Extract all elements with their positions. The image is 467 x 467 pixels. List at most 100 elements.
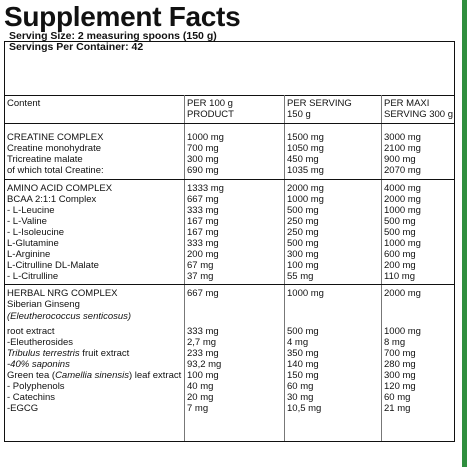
row-maxi: 1000 mg: [384, 205, 421, 216]
row-name: Green tea (Camellia sinensis) leaf extra…: [7, 370, 182, 381]
row-name: L-Citrulline DL-Malate: [7, 260, 99, 271]
row-serving: 350 mg: [287, 348, 319, 359]
row-name: L-Glutamine: [7, 238, 59, 249]
row-maxi: 60 mg: [384, 392, 411, 403]
section-rule: [4, 284, 455, 285]
row-per100: 690 mg: [187, 165, 219, 176]
servings-per-container: Servings Per Container: 42: [9, 41, 144, 53]
row-name: L-Arginine: [7, 249, 51, 260]
row-serving: 500 mg: [287, 205, 319, 216]
table-row: (Eleutherococcus senticosus): [4, 311, 455, 322]
table-row: - L-Isoleucine 167 mg 250 mg 500 mg: [4, 227, 455, 238]
table-row: Green tea (Camellia sinensis) leaf extra…: [4, 370, 455, 381]
table-row: - L-Valine 167 mg 250 mg 500 mg: [4, 216, 455, 227]
row-per100: 233 mg: [187, 348, 219, 359]
table-row: Siberian Ginseng: [4, 299, 455, 310]
table-row: BCAA 2:1:1 Complex 667 mg 1000 mg 2000 m…: [4, 194, 455, 205]
row-serving: 2000 mg: [287, 183, 324, 194]
row-name: - L-Leucine: [7, 205, 55, 216]
row-per100: 7 mg: [187, 403, 209, 414]
row-serving: 60 mg: [287, 381, 314, 392]
green-border-accent: [462, 0, 467, 467]
row-serving: 4 mg: [287, 337, 309, 348]
row-name: - L-Isoleucine: [7, 227, 65, 238]
page-title: Supplement Facts: [4, 1, 241, 32]
row-serving: 55 mg: [287, 271, 314, 282]
row-maxi: 500 mg: [384, 227, 416, 238]
row-serving: 250 mg: [287, 227, 319, 238]
table-row: - L-Leucine 333 mg 500 mg 1000 mg: [4, 205, 455, 216]
section-rule: [4, 179, 455, 180]
serving-size: Serving Size: 2 measuring spoons (150 g): [9, 30, 217, 42]
table-row: - Catechins 20 mg 30 mg 60 mg: [4, 392, 455, 403]
row-name: root extract: [7, 326, 55, 337]
header-perserving-line1: PER SERVING: [287, 98, 352, 109]
row-maxi: 900 mg: [384, 154, 416, 165]
row-serving: 1050 mg: [287, 143, 324, 154]
row-name: Creatine monohydrate: [7, 143, 101, 154]
row-maxi: 120 mg: [384, 381, 416, 392]
row-per100: 1000 mg: [187, 132, 224, 143]
row-per100: 200 mg: [187, 249, 219, 260]
row-name: BCAA 2:1:1 Complex: [7, 194, 97, 205]
row-serving: 500 mg: [287, 326, 319, 337]
row-maxi: 2000 mg: [384, 288, 421, 299]
column-divider-3: [381, 95, 382, 441]
row-name: HERBAL NRG COMPLEX: [7, 288, 118, 299]
row-serving: 450 mg: [287, 154, 319, 165]
row-per100: 667 mg: [187, 288, 219, 299]
row-per100: 167 mg: [187, 227, 219, 238]
row-name: -EGCG: [7, 403, 39, 414]
row-per100: 1333 mg: [187, 183, 224, 194]
table-row: Tribulus terrestris fruit extract 233 mg…: [4, 348, 455, 359]
row-maxi: 8 mg: [384, 337, 406, 348]
table-row: -Eleutherosides 2,7 mg 4 mg 8 mg: [4, 337, 455, 348]
header-per100-line2: PRODUCT: [187, 109, 234, 120]
row-name: - L-Valine: [7, 216, 47, 227]
table-row: -EGCG 7 mg 10,5 mg 21 mg: [4, 403, 455, 414]
row-serving: 500 mg: [287, 238, 319, 249]
row-maxi: 300 mg: [384, 370, 416, 381]
row-maxi: 1000 mg: [384, 326, 421, 337]
facts-table: Content PER 100 g PRODUCT PER SERVING 15…: [4, 95, 455, 442]
header-permaxi-line2: SERVING 300 g: [384, 109, 454, 120]
row-serving: 300 mg: [287, 249, 319, 260]
row-maxi: 200 mg: [384, 260, 416, 271]
table-row: AMINO ACID COMPLEX 1333 mg 2000 mg 4000 …: [4, 183, 455, 194]
row-name: -Eleutherosides: [7, 337, 74, 348]
row-maxi: 600 mg: [384, 249, 416, 260]
table-row: L-Arginine 200 mg 300 mg 600 mg: [4, 249, 455, 260]
row-maxi: 1000 mg: [384, 238, 421, 249]
row-maxi: 500 mg: [384, 216, 416, 227]
row-serving: 1500 mg: [287, 132, 324, 143]
row-per100: 100 mg: [187, 370, 219, 381]
header-content: Content: [7, 98, 41, 109]
table-row: - L-Citrulline 37 mg 55 mg 110 mg: [4, 271, 455, 282]
header-rule: [4, 123, 455, 124]
row-serving: 10,5 mg: [287, 403, 322, 414]
row-per100: 20 mg: [187, 392, 214, 403]
row-name: (Eleutherococcus senticosus): [7, 311, 132, 322]
table-row: - Polyphenols 40 mg 60 mg 120 mg: [4, 381, 455, 392]
row-name: - Catechins: [7, 392, 56, 403]
row-serving: 30 mg: [287, 392, 314, 403]
row-serving: 150 mg: [287, 370, 319, 381]
row-per100: 667 mg: [187, 194, 219, 205]
table-row: L-Glutamine 333 mg 500 mg 1000 mg: [4, 238, 455, 249]
row-maxi: 2070 mg: [384, 165, 421, 176]
table-row: Creatine monohydrate 700 mg 1050 mg 2100…: [4, 143, 455, 154]
row-maxi: 700 mg: [384, 348, 416, 359]
row-maxi: 2000 mg: [384, 194, 421, 205]
table-row: HERBAL NRG COMPLEX 667 mg 1000 mg 2000 m…: [4, 288, 455, 299]
row-maxi: 21 mg: [384, 403, 411, 414]
table-row: -40% saponins 93,2 mg 140 mg 280 mg: [4, 359, 455, 370]
table-row: Tricreatine malate 300 mg 450 mg 900 mg: [4, 154, 455, 165]
row-per100: 40 mg: [187, 381, 214, 392]
row-per100: 300 mg: [187, 154, 219, 165]
row-name: of which total Creatine:: [7, 165, 104, 176]
row-per100: 93,2 mg: [187, 359, 222, 370]
table-row: root extract 333 mg 500 mg 1000 mg: [4, 326, 455, 337]
table-row: L-Citrulline DL-Malate 67 mg 100 mg 200 …: [4, 260, 455, 271]
row-maxi: 3000 mg: [384, 132, 421, 143]
row-serving: 250 mg: [287, 216, 319, 227]
